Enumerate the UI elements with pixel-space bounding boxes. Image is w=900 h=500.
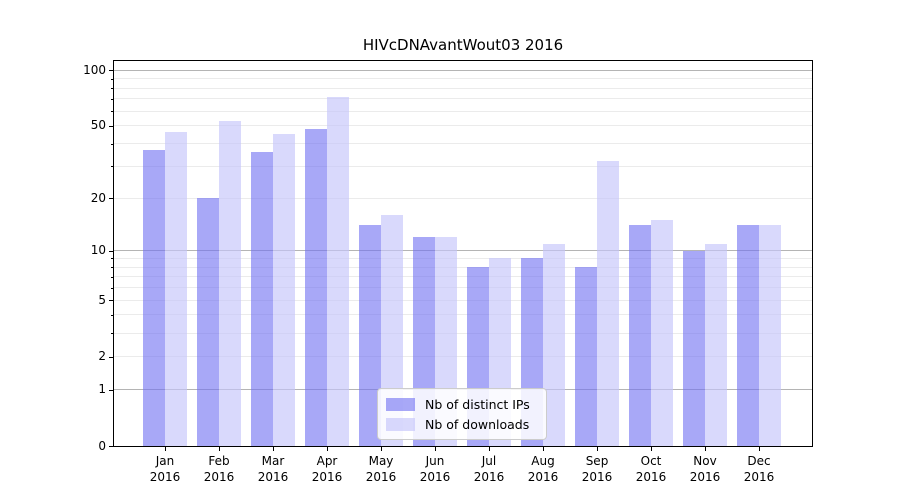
x-tick-label: Mar 2016 <box>257 454 289 484</box>
x-tick-label: Nov 2016 <box>689 454 721 484</box>
bar-distinct-ips <box>683 250 705 446</box>
bar-downloads <box>327 96 349 446</box>
bar-downloads <box>705 243 727 446</box>
bar-distinct-ips <box>143 149 165 446</box>
x-tick-label: May 2016 <box>365 454 397 484</box>
y-minor-tick <box>111 98 113 100</box>
x-tick-label: Jun 2016 <box>419 454 451 484</box>
bar-distinct-ips <box>197 198 219 446</box>
legend-swatch-downloads <box>386 417 415 431</box>
bar-downloads <box>219 121 241 446</box>
chart-title: HIVcDNAvantWout03 2016 <box>362 36 564 54</box>
y-tick <box>109 250 113 252</box>
gridline-minor <box>114 276 812 278</box>
x-tick-label: Sep 2016 <box>581 454 613 484</box>
y-tick <box>109 389 113 391</box>
x-tick <box>327 447 328 451</box>
gridline-minor <box>114 87 812 89</box>
gridline-minor <box>114 299 812 301</box>
legend-item-distinct-ips: Nb of distinct IPs <box>386 394 538 414</box>
x-tick <box>759 447 760 451</box>
gridline-minor <box>114 143 812 145</box>
gridline-minor <box>114 98 812 100</box>
x-tick <box>543 447 544 451</box>
bar-downloads <box>597 161 619 446</box>
y-minor-tick <box>111 314 113 316</box>
gridline-minor <box>114 314 812 316</box>
y-minor-tick <box>111 88 113 90</box>
gridline-minor <box>114 125 812 127</box>
bar-distinct-ips <box>359 225 381 446</box>
y-tick-label: 100 <box>83 62 106 77</box>
gridline-minor <box>114 78 812 80</box>
gridline-major <box>114 250 812 252</box>
x-tick <box>651 447 652 451</box>
x-tick-label: Aug 2016 <box>527 454 559 484</box>
y-minor-tick <box>111 287 113 289</box>
y-tick <box>109 70 113 72</box>
gridline-minor <box>114 287 812 289</box>
x-tick <box>705 447 706 451</box>
y-tick-label: 10 <box>90 243 106 258</box>
gridline-minor <box>114 257 812 259</box>
gridline-minor <box>114 356 812 358</box>
y-minor-tick <box>111 78 113 80</box>
x-tick-label: Feb 2016 <box>203 454 235 484</box>
y-minor-tick <box>111 143 113 145</box>
y-tick <box>109 356 113 358</box>
y-tick <box>109 125 113 127</box>
y-tick <box>109 198 113 200</box>
gridline-minor <box>114 110 812 112</box>
gridline-minor <box>114 266 812 268</box>
bar-downloads <box>165 132 187 446</box>
x-tick <box>489 447 490 451</box>
x-tick <box>435 447 436 451</box>
legend-label-downloads: Nb of downloads <box>425 416 530 432</box>
y-tick <box>109 446 113 447</box>
x-tick <box>381 447 382 451</box>
bar-downloads <box>543 243 565 446</box>
x-tick-label: Jul 2016 <box>473 454 505 484</box>
bar-distinct-ips <box>251 151 273 446</box>
y-minor-tick <box>111 267 113 269</box>
gridline-major <box>114 69 812 71</box>
x-tick <box>165 447 166 451</box>
legend-item-downloads: Nb of downloads <box>386 414 538 434</box>
y-tick-label: 1 <box>98 382 106 397</box>
y-tick-label: 5 <box>98 292 106 307</box>
y-minor-tick <box>111 111 113 113</box>
y-tick-label: 50 <box>90 118 106 133</box>
y-tick-label: 20 <box>90 190 106 205</box>
y-tick <box>109 300 113 302</box>
gridline-minor <box>114 165 812 167</box>
x-tick-label: Dec 2016 <box>743 454 775 484</box>
legend: Nb of distinct IPs Nb of downloads <box>377 388 547 440</box>
y-minor-tick <box>111 258 113 260</box>
x-tick-label: Oct 2016 <box>635 454 667 484</box>
y-minor-tick <box>111 333 113 335</box>
bar-distinct-ips <box>305 129 327 446</box>
x-tick <box>219 447 220 451</box>
legend-swatch-distinct-ips <box>386 397 415 411</box>
y-tick-label: 0 <box>98 438 106 453</box>
legend-label-distinct-ips: Nb of distinct IPs <box>425 396 530 412</box>
bar-distinct-ips <box>737 225 759 446</box>
x-tick-label: Apr 2016 <box>311 454 343 484</box>
bar-downloads <box>273 134 295 446</box>
x-tick-label: Jan 2016 <box>149 454 181 484</box>
bar-distinct-ips <box>629 225 651 446</box>
y-minor-tick <box>111 276 113 278</box>
bar-distinct-ips <box>575 267 597 446</box>
plot-area: Nb of distinct IPs Nb of downloads Jan 20… <box>83 60 813 484</box>
bar-downloads <box>759 225 781 446</box>
x-tick <box>273 447 274 451</box>
y-tick-label: 2 <box>98 349 106 364</box>
gridline-minor <box>114 197 812 199</box>
y-minor-tick <box>111 166 113 168</box>
x-tick <box>597 447 598 451</box>
gridline-minor <box>114 332 812 334</box>
bar-downloads <box>651 220 673 446</box>
